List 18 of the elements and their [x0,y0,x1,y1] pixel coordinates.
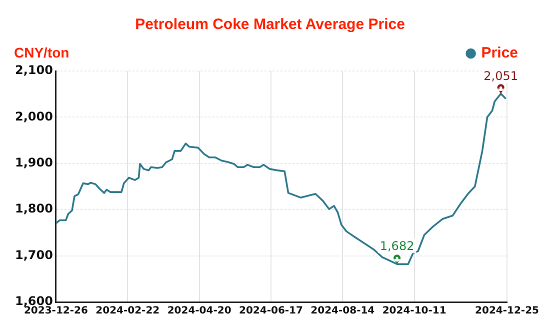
y-tick-label: 1,800 [14,202,53,216]
annotation: 2,051 [484,68,518,83]
x-tick-label: 2024-12-25 [475,306,540,317]
y-tick-label: 1,700 [14,248,53,262]
x-tick-label: 2024-10-11 [382,306,446,317]
legend-label: Price [481,44,518,62]
x-tick-label: 2024-04-20 [167,306,232,317]
y-axis-title: CNY/ton [14,44,70,60]
x-tick-label: 2024-08-14 [310,306,375,317]
y-tick-label: 2,000 [14,109,53,124]
x-tick-label: 2024-02-22 [96,306,160,317]
y-tick-label: 1,600 [14,294,53,308]
chart-title: Petroleum Coke Market Average Price [135,16,405,34]
y-tick-label: 1,900 [14,156,53,170]
x-tick-label: 2024-06-17 [239,306,304,317]
y-tick-label: 2,100 [14,63,53,78]
annotation: 1,682 [380,239,414,254]
x-tick-label: 2023-12-26 [24,306,88,317]
